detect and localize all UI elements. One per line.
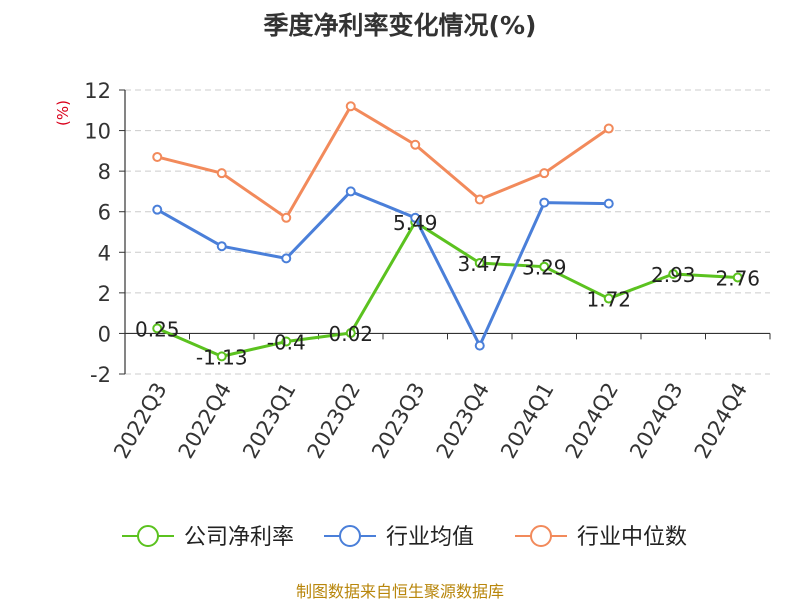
data-point-1 bbox=[474, 258, 485, 269]
x-tick-label: 2022Q4 bbox=[174, 379, 236, 463]
y-tick-label: 2 bbox=[98, 282, 111, 306]
data-point-1 bbox=[152, 323, 163, 334]
data-label: 5.49 bbox=[393, 211, 438, 235]
data-point-2 bbox=[281, 253, 292, 264]
data-point-2 bbox=[474, 340, 485, 351]
data-point-1 bbox=[216, 351, 227, 362]
y-tick-label: 0 bbox=[98, 322, 111, 346]
series-line-3 bbox=[156, 104, 610, 220]
y-tick-label: 12 bbox=[84, 79, 111, 103]
data-point-2 bbox=[152, 204, 163, 215]
data-label: 3.29 bbox=[522, 256, 567, 280]
x-tick-label: 2024Q1 bbox=[496, 379, 558, 463]
data-label: -1.13 bbox=[196, 345, 248, 369]
legend-label: 行业均值 bbox=[386, 525, 474, 550]
data-point-3 bbox=[410, 139, 421, 150]
data-point-2 bbox=[603, 198, 614, 209]
source-note: 制图数据来自恒生聚源数据库 bbox=[295, 582, 504, 601]
data-point-2 bbox=[216, 241, 227, 252]
y-tick-label: 4 bbox=[98, 241, 111, 265]
data-point-3 bbox=[603, 123, 614, 134]
data-point-3 bbox=[345, 101, 356, 112]
data-label: 0.25 bbox=[135, 317, 180, 341]
data-point-3 bbox=[474, 194, 485, 205]
x-tick-label: 2022Q3 bbox=[109, 379, 171, 463]
legend-marker bbox=[339, 525, 361, 547]
y-tick-label: -2 bbox=[90, 363, 111, 387]
y-tick-label: 8 bbox=[98, 160, 111, 184]
data-label: 1.72 bbox=[586, 288, 631, 312]
data-point-1 bbox=[732, 272, 743, 283]
x-tick-label: 2024Q2 bbox=[561, 379, 623, 463]
data-point-1 bbox=[668, 268, 679, 279]
x-tick-label: 2023Q1 bbox=[238, 379, 300, 463]
data-label: 2.76 bbox=[715, 266, 760, 290]
data-point-1 bbox=[603, 293, 614, 304]
data-point-1 bbox=[281, 336, 292, 347]
series-line-2 bbox=[156, 189, 609, 348]
series-line-1 bbox=[156, 220, 738, 358]
data-label: 2.93 bbox=[651, 263, 696, 287]
data-label: -0.4 bbox=[267, 331, 306, 355]
legend-label: 行业中位数 bbox=[577, 525, 687, 550]
data-point-1 bbox=[539, 261, 550, 272]
data-point-3 bbox=[539, 168, 550, 179]
chart-title: 季度净利率变化情况(%) bbox=[263, 11, 537, 40]
data-point-3 bbox=[216, 168, 227, 179]
x-tick-label: 2023Q4 bbox=[432, 379, 494, 463]
data-point-2 bbox=[410, 212, 421, 223]
x-tick-label: 2024Q4 bbox=[690, 379, 752, 463]
data-point-1 bbox=[345, 328, 356, 339]
data-label: 0.02 bbox=[328, 322, 373, 346]
data-point-2 bbox=[345, 186, 356, 197]
data-point-2 bbox=[539, 197, 550, 208]
y-tick-label: 6 bbox=[98, 201, 111, 225]
x-tick-label: 2023Q2 bbox=[303, 379, 365, 463]
legend-marker bbox=[137, 525, 159, 547]
legend-label: 公司净利率 bbox=[184, 525, 294, 550]
x-tick-label: 2023Q3 bbox=[367, 379, 429, 463]
x-tick-label: 2024Q3 bbox=[625, 379, 687, 463]
legend-marker bbox=[530, 525, 552, 547]
data-label: 3.47 bbox=[457, 252, 502, 276]
y-tick-label: 10 bbox=[84, 120, 111, 144]
data-point-3 bbox=[281, 212, 292, 223]
data-point-3 bbox=[152, 151, 163, 162]
